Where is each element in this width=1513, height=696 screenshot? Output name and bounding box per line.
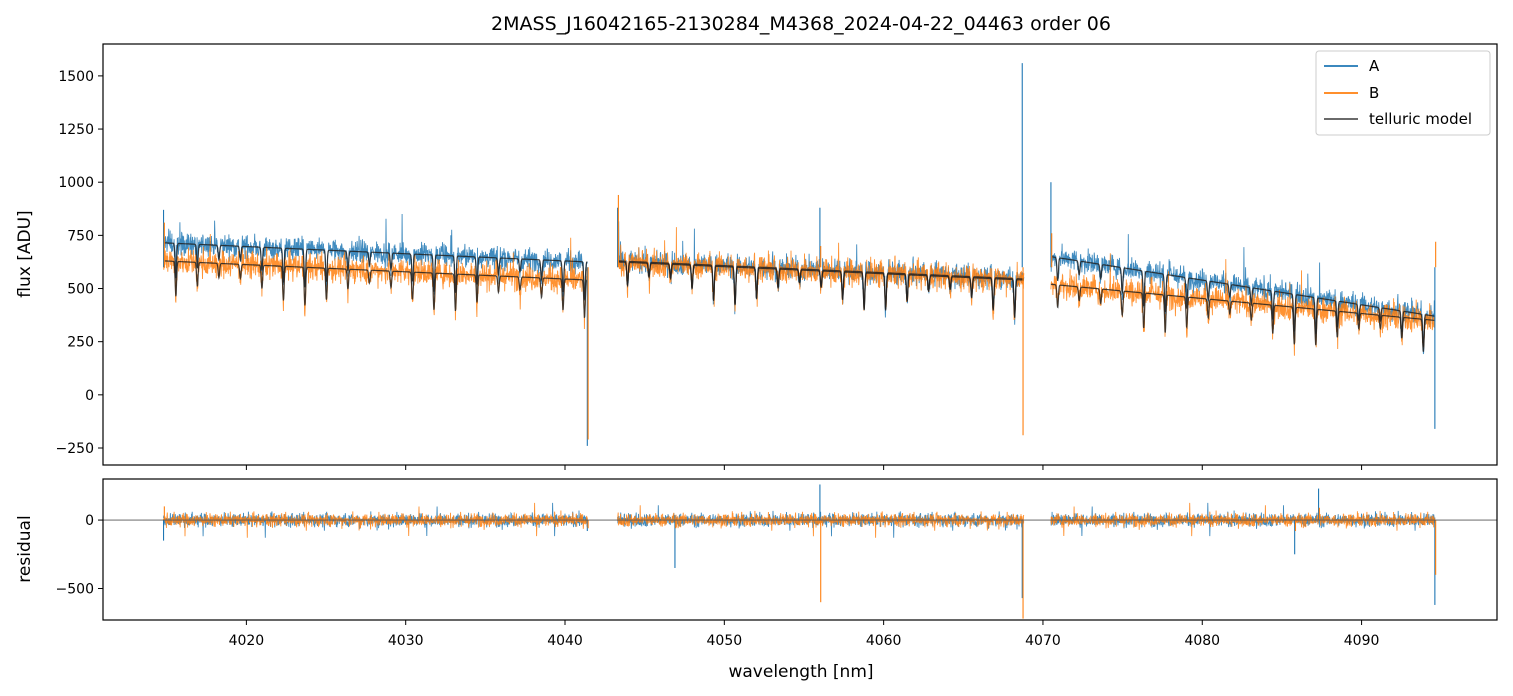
residual-ytick-label: −500 bbox=[56, 582, 94, 598]
residual-xtick-label: 4060 bbox=[866, 633, 902, 649]
legend-label-a: A bbox=[1369, 57, 1380, 75]
chart-title: 2MASS_J16042165-2130284_M4368_2024-04-22… bbox=[491, 13, 1111, 35]
residual-xtick-label: 4020 bbox=[229, 633, 265, 649]
residual-frame bbox=[102, 478, 1498, 621]
legend-label-b: B bbox=[1369, 84, 1379, 102]
main-frame bbox=[102, 43, 1498, 466]
residual-xtick-label: 4050 bbox=[707, 633, 743, 649]
main-panel: −250 0 250 500 750 1000 1250 1500 bbox=[56, 43, 1498, 470]
legend: A B telluric model bbox=[1315, 50, 1491, 136]
main-ytick-label: 1000 bbox=[58, 175, 94, 191]
main-ytick-label: 750 bbox=[67, 228, 94, 244]
main-y-axis-label: flux [ADU] bbox=[15, 210, 35, 297]
x-axis-label: wavelength [nm] bbox=[728, 662, 873, 682]
legend-label-telluric: telluric model bbox=[1369, 110, 1472, 128]
main-plot-area bbox=[162, 63, 1437, 446]
main-ytick-label: 0 bbox=[85, 388, 94, 404]
main-ytick-label: 1250 bbox=[58, 122, 94, 138]
residual-xtick-label: 4070 bbox=[1025, 633, 1061, 649]
residual-y-axis-label: residual bbox=[15, 515, 35, 582]
main-ytick-label: −250 bbox=[56, 441, 94, 457]
telluric-model-b-line bbox=[163, 260, 1435, 352]
main-ytick-label: 500 bbox=[67, 282, 94, 298]
residual-panel: −500 0 4020 4030 4040 4050 4060 4070 4080 4090 bbox=[56, 478, 1498, 649]
residual-plot-area bbox=[162, 484, 1437, 619]
main-ytick-label: 1500 bbox=[58, 69, 94, 85]
residual-xtick-label: 4080 bbox=[1184, 633, 1220, 649]
residual-xtick-label: 4090 bbox=[1344, 633, 1380, 649]
residual-xtick-label: 4030 bbox=[388, 633, 424, 649]
residual-ytick-label: 0 bbox=[85, 513, 94, 529]
residual-xtick-label: 4040 bbox=[547, 633, 583, 649]
main-ytick-label: 250 bbox=[67, 335, 94, 351]
legend-box bbox=[1315, 50, 1491, 136]
